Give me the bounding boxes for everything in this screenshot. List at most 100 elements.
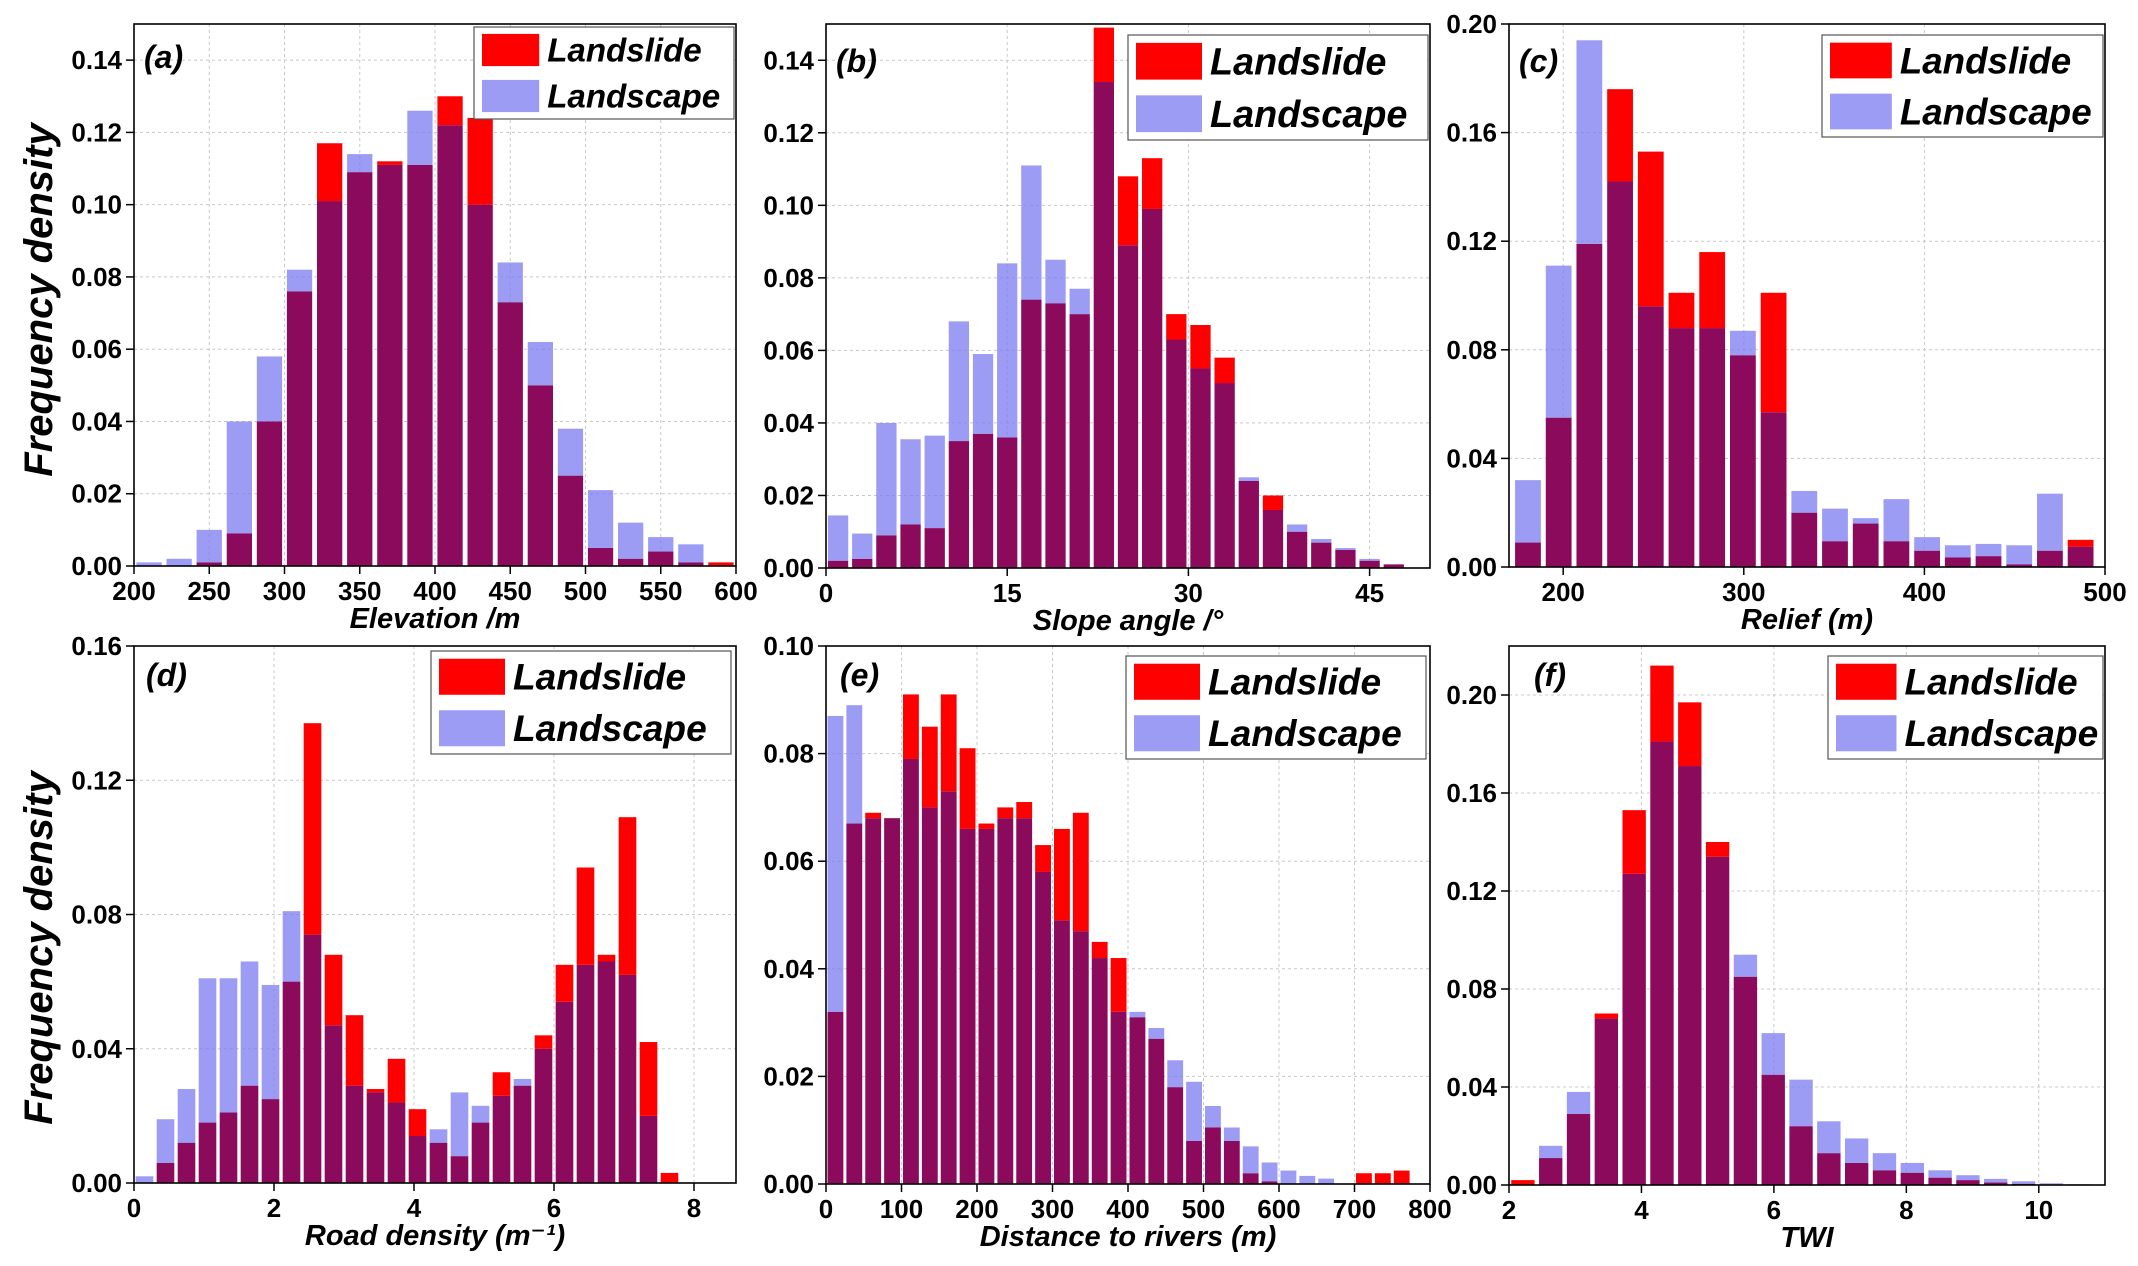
bar-landslide [1054, 828, 1070, 921]
bar-overlap [1091, 958, 1108, 1184]
bar-overlap [492, 1095, 511, 1183]
x-tick-label: 200 [1541, 577, 1584, 607]
bar-landscape [527, 341, 553, 386]
bar-overlap [387, 1102, 406, 1183]
x-tick-label: 300 [1031, 1194, 1074, 1224]
panel-label: (a) [144, 39, 183, 75]
bar-landscape [972, 354, 994, 434]
panel-label: (f) [1534, 657, 1566, 693]
bar-landscape [827, 715, 844, 1012]
bar-landslide [639, 1042, 658, 1116]
legend-label-landscape: Landscape [513, 707, 707, 749]
plot-frame [133, 23, 737, 567]
y-tick-label: 0.20 [1446, 9, 1497, 39]
y-tick-label: 0.00 [763, 553, 814, 583]
bar-overlap [1760, 412, 1787, 567]
bar-overlap [2037, 550, 2063, 567]
y-tick-label: 0.06 [71, 334, 122, 364]
x-tick-label: 400 [1903, 577, 1946, 607]
bar-overlap [852, 558, 873, 568]
x-tick-label: 45 [1355, 578, 1384, 608]
bar-overlap [557, 475, 584, 566]
bar-overlap [1637, 306, 1664, 567]
bar-landslide [366, 1089, 385, 1093]
bar-overlap [1190, 368, 1211, 568]
bar-landscape [1515, 480, 1541, 543]
bar-landscape [166, 558, 192, 566]
y-tick-label: 0.12 [71, 117, 122, 147]
x-tick-label: 4 [1634, 1195, 1649, 1225]
bar-overlap [1705, 856, 1730, 1185]
y-tick-label: 0.20 [1446, 680, 1497, 710]
bar-overlap [198, 1122, 217, 1183]
bar-landscape [1280, 1170, 1297, 1184]
bar-landscape [997, 263, 1018, 438]
y-tick-label: 0.02 [71, 479, 122, 509]
legend-label-landslide: Landslide [1900, 40, 2071, 81]
bar-overlap [1148, 1038, 1165, 1184]
bar-landslide [978, 823, 995, 829]
plot-frame [825, 23, 1431, 569]
bar-overlap [1383, 564, 1404, 568]
bar-landslide [555, 964, 574, 1002]
bar-overlap [345, 1085, 364, 1183]
bar-overlap [618, 558, 644, 566]
x-tick-label: 400 [413, 576, 456, 606]
bar-landslide [1262, 495, 1284, 510]
bar-overlap [156, 1162, 175, 1183]
bar-landscape [219, 978, 238, 1113]
bar-overlap [256, 421, 283, 566]
bar-landscape [2039, 1183, 2064, 1185]
bar-landscape [1576, 40, 1603, 244]
x-tick-label: 6 [547, 1193, 561, 1223]
bar-overlap [196, 562, 222, 566]
y-tick-label: 0.00 [1446, 552, 1497, 582]
bar-landscape [1129, 1011, 1146, 1018]
bar-overlap [1539, 1158, 1563, 1185]
x-tick-label: 300 [1722, 577, 1765, 607]
bar-landscape [618, 522, 644, 559]
bar-overlap [1594, 1018, 1619, 1185]
bar-landscape [450, 1092, 469, 1157]
bar-overlap [876, 535, 897, 568]
y-tick-label: 0.02 [763, 1061, 814, 1091]
x-tick-label: 2 [1502, 1195, 1516, 1225]
y-tick-label: 0.12 [71, 765, 122, 795]
bar-landscape [1733, 954, 1758, 977]
x-tick-label: 15 [993, 578, 1022, 608]
bar-landslide [1093, 27, 1114, 83]
y-tick-label: 0.04 [763, 408, 814, 438]
legend-swatch-landslide [1136, 42, 1202, 80]
bar-overlap [1872, 1170, 1897, 1185]
bar-landscape [2006, 545, 2033, 565]
legend-swatch-landscape [439, 710, 505, 747]
legend: Landslide Landscape [1827, 655, 2104, 760]
bar-landscape [1852, 518, 1879, 524]
bar-landslide [1607, 89, 1633, 182]
bar-landslide [1016, 802, 1033, 819]
bar-landscape [1242, 1146, 1259, 1174]
bar-overlap [1729, 355, 1756, 567]
bar-overlap [286, 291, 313, 566]
bar-overlap [1622, 873, 1646, 1185]
legend-swatch-landscape [1836, 715, 1897, 752]
bar-landslide [1622, 810, 1646, 874]
x-tick-label: 4 [407, 1193, 422, 1223]
x-tick-label: 600 [1257, 1194, 1300, 1224]
y-tick-label: 0.12 [763, 118, 814, 148]
bar-landscape [1545, 265, 1572, 418]
bar-landscape [1186, 1081, 1202, 1141]
bar-overlap [437, 125, 463, 566]
bar-overlap [1668, 328, 1695, 567]
bar-landslide [377, 161, 403, 165]
bar-landscape [1791, 490, 1818, 513]
bar-overlap [1900, 1172, 1924, 1185]
bar-overlap [1852, 523, 1879, 567]
bar-overlap [1045, 303, 1066, 568]
bar-landscape [678, 544, 704, 563]
legend: Landslide Landscape [473, 26, 735, 120]
bar-overlap [921, 807, 938, 1184]
y-tick-label: 0.02 [763, 480, 814, 510]
bar-overlap [513, 1085, 532, 1183]
bar-landscape [1817, 1121, 1841, 1154]
